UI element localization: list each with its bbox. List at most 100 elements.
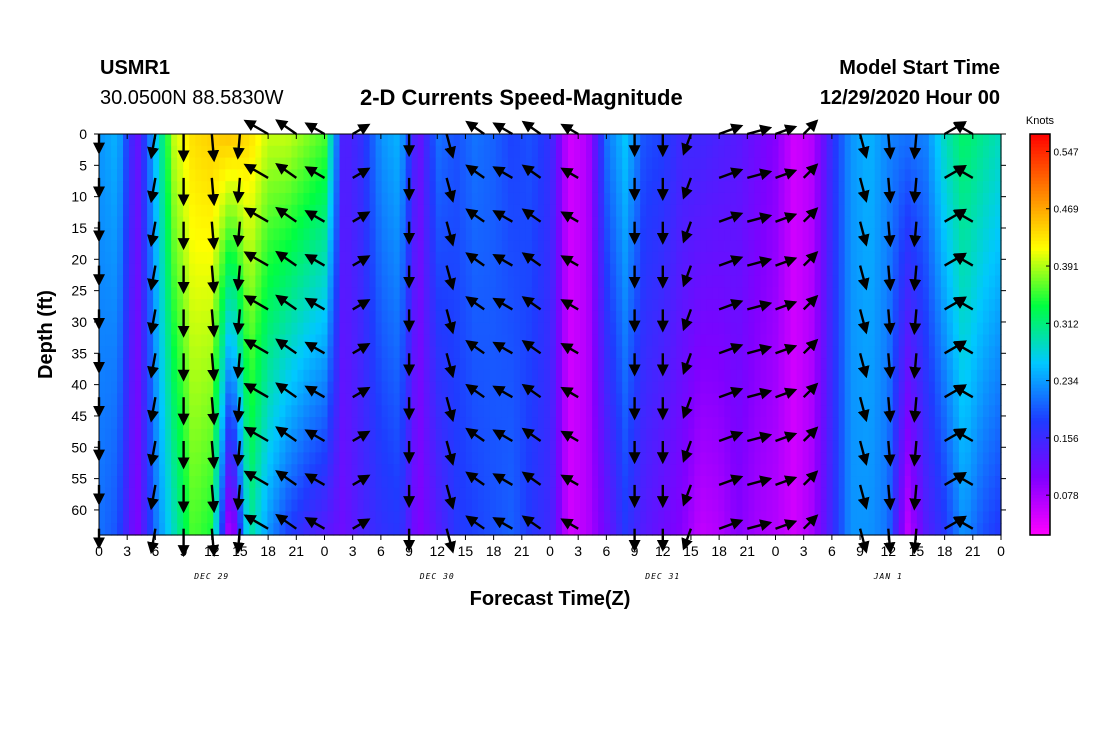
heatmap-cell bbox=[850, 287, 858, 300]
heatmap-cell bbox=[201, 346, 208, 359]
heatmap-cell bbox=[477, 417, 485, 430]
heatmap-cell bbox=[327, 216, 335, 229]
heatmap-cell bbox=[646, 240, 653, 253]
heatmap-cell bbox=[129, 405, 136, 418]
heatmap-cell bbox=[616, 511, 623, 524]
heatmap-cell bbox=[447, 440, 455, 454]
heatmap-cell bbox=[333, 358, 341, 371]
heatmap-cell bbox=[850, 310, 858, 324]
heatmap-cell bbox=[958, 310, 966, 324]
heatmap-cell bbox=[958, 228, 966, 241]
heatmap-cell bbox=[610, 334, 617, 347]
heatmap-cell bbox=[405, 381, 413, 395]
heatmap-cell bbox=[261, 452, 268, 465]
heatmap-cell bbox=[844, 523, 852, 536]
heatmap-cell bbox=[706, 310, 713, 324]
heatmap-cell bbox=[754, 322, 762, 336]
heatmap-cell bbox=[754, 417, 762, 430]
heatmap-cell bbox=[742, 216, 750, 229]
heatmap-cell bbox=[622, 228, 629, 241]
heatmap-cell bbox=[916, 334, 924, 347]
heatmap-cell bbox=[159, 251, 166, 265]
heatmap-cell bbox=[441, 204, 449, 218]
heatmap-cell bbox=[267, 487, 274, 501]
heatmap-cell bbox=[664, 322, 671, 336]
heatmap-cell bbox=[285, 440, 293, 454]
heatmap-cell bbox=[129, 334, 136, 347]
heatmap-cell bbox=[537, 476, 545, 489]
heatmap-cell bbox=[393, 381, 401, 395]
heatmap-cell bbox=[682, 369, 689, 383]
heatmap-cell bbox=[195, 275, 202, 288]
heatmap-cell bbox=[724, 523, 731, 536]
heatmap-cell bbox=[459, 287, 467, 300]
heatmap-cell bbox=[525, 192, 533, 206]
heatmap-cell bbox=[646, 134, 653, 147]
heatmap-cell bbox=[916, 346, 924, 359]
heatmap-cell bbox=[285, 393, 293, 406]
heatmap-cell bbox=[778, 145, 786, 159]
heatmap-cell bbox=[724, 251, 731, 265]
heatmap-cell bbox=[706, 204, 713, 218]
heatmap-cell bbox=[543, 464, 551, 477]
heatmap-cell bbox=[874, 464, 882, 477]
heatmap-cell bbox=[712, 181, 719, 194]
heatmap-cell bbox=[676, 334, 683, 347]
heatmap-cell bbox=[790, 369, 798, 383]
heatmap-cell bbox=[189, 476, 196, 489]
heatmap-cell bbox=[495, 157, 503, 170]
heatmap-cell bbox=[111, 181, 118, 194]
heatmap-cell bbox=[640, 134, 647, 147]
heatmap-cell bbox=[874, 511, 882, 524]
heatmap-cell bbox=[850, 393, 858, 406]
heatmap-cell bbox=[598, 358, 605, 371]
heatmap-cell bbox=[676, 287, 683, 300]
heatmap-cell bbox=[892, 393, 900, 406]
heatmap-cell bbox=[321, 499, 329, 513]
heatmap-cell bbox=[688, 440, 695, 454]
heatmap-cell bbox=[513, 405, 521, 418]
heatmap-cell bbox=[513, 476, 521, 489]
heatmap-cell bbox=[417, 181, 425, 194]
heatmap-cell bbox=[489, 464, 497, 477]
heatmap-cell bbox=[778, 487, 786, 501]
heatmap-cell bbox=[459, 322, 467, 336]
heatmap-cell bbox=[513, 192, 521, 206]
heatmap-cell bbox=[748, 405, 756, 418]
heatmap-cell bbox=[580, 299, 587, 312]
heatmap-cell bbox=[159, 134, 166, 147]
heatmap-cell bbox=[628, 487, 635, 501]
heatmap-cell bbox=[772, 240, 780, 253]
heatmap-cell bbox=[904, 134, 912, 147]
heatmap-cell bbox=[141, 204, 148, 218]
heatmap-cell bbox=[646, 169, 653, 182]
heatmap-cell bbox=[856, 381, 864, 395]
heatmap-cell bbox=[279, 192, 287, 206]
heatmap-cell bbox=[814, 417, 822, 430]
heatmap-cell bbox=[537, 240, 545, 253]
heatmap-cell bbox=[550, 240, 557, 253]
heatmap-cell bbox=[826, 145, 834, 159]
heatmap-cell bbox=[658, 440, 665, 454]
heatmap-cell bbox=[519, 310, 527, 324]
heatmap-cell bbox=[345, 228, 353, 241]
heatmap-cell bbox=[712, 251, 719, 265]
heatmap-cell bbox=[453, 240, 461, 253]
heatmap-cell bbox=[207, 487, 214, 501]
heatmap-cell bbox=[531, 523, 539, 536]
heatmap-cell bbox=[147, 417, 154, 430]
heatmap-cell bbox=[754, 358, 762, 371]
heatmap-cell bbox=[261, 216, 268, 229]
heatmap-cell bbox=[255, 464, 262, 477]
heatmap-cell bbox=[399, 287, 407, 300]
heatmap-cell bbox=[459, 228, 467, 241]
heatmap-cell bbox=[604, 275, 611, 288]
heatmap-cell bbox=[934, 381, 942, 395]
heatmap-cell bbox=[123, 228, 130, 241]
heatmap-cell bbox=[598, 511, 605, 524]
heatmap-cell bbox=[333, 275, 341, 288]
heatmap-cell bbox=[321, 169, 329, 182]
heatmap-cell bbox=[646, 181, 653, 194]
heatmap-cell bbox=[556, 487, 563, 501]
heatmap-cell bbox=[261, 192, 268, 206]
